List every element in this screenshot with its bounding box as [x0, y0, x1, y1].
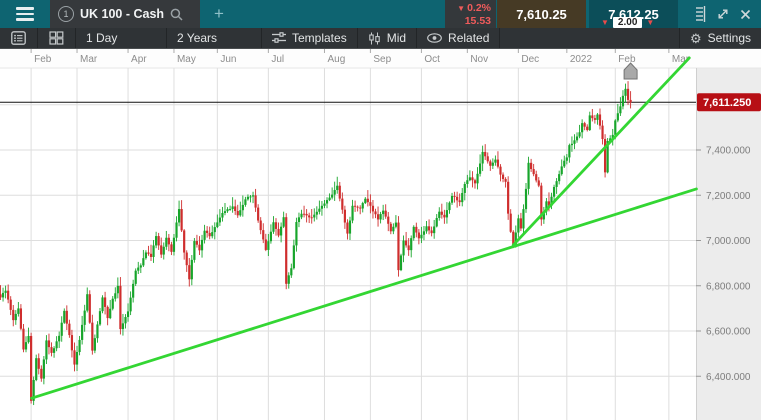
eye-icon — [427, 33, 442, 43]
gear-icon: ⚙ — [689, 30, 702, 46]
sell-button[interactable]: 7,610.25 — [497, 0, 586, 28]
templates-label: Templates — [292, 31, 347, 45]
spread-value: 2.00 — [612, 16, 643, 28]
svg-text:Jul: Jul — [271, 54, 284, 65]
watchlist-button[interactable] — [0, 28, 38, 48]
interval-label: 1 Day — [86, 31, 118, 45]
svg-text:Jun: Jun — [220, 54, 236, 65]
svg-text:7,000.000: 7,000.000 — [706, 236, 751, 247]
svg-text:7,611.250: 7,611.250 — [703, 97, 751, 109]
related-button[interactable]: Related — [417, 28, 501, 48]
change-down-arrow-icon: ▼ — [457, 3, 466, 13]
range-dropdown[interactable]: 2 Years — [167, 28, 262, 48]
tab-number-badge: 1 — [58, 6, 74, 22]
settings-label: Settings — [707, 31, 751, 45]
y-axis-labels: 7,400.000 7,200.000 7,000.000 6,800.000 6,60… — [696, 146, 751, 383]
svg-text:Oct: Oct — [424, 54, 440, 65]
svg-text:Mar: Mar — [80, 54, 98, 65]
price-type-dropdown[interactable]: Mid — [358, 28, 418, 48]
list-icon — [11, 31, 26, 45]
instrument-tab[interactable]: 1 UK 100 - Cash — [50, 0, 200, 28]
sliders-icon — [272, 32, 286, 43]
svg-text:7,200.000: 7,200.000 — [706, 191, 751, 202]
candlestick-chart[interactable]: Feb Mar Apr May Jun Jul Aug Sep Oct Nov Dec 2022 Feb… — [0, 49, 761, 420]
buy-tick-down-icon: ▼ — [646, 17, 655, 27]
svg-text:7,400.000: 7,400.000 — [706, 146, 751, 157]
event-marker-icon[interactable] — [623, 62, 638, 80]
svg-text:6,400.000: 6,400.000 — [706, 372, 751, 383]
x-axis-strip[interactable] — [0, 49, 761, 68]
svg-text:6,600.000: 6,600.000 — [706, 327, 751, 338]
header-bar: 1 UK 100 - Cash + ▼ 0.2% 15.53 7,610.25 7… — [0, 0, 761, 28]
layout-grid-button[interactable] — [38, 28, 76, 48]
price-type-label: Mid — [386, 31, 407, 45]
svg-text:Sep: Sep — [373, 54, 391, 65]
grid-icon — [49, 31, 64, 45]
expand-icon[interactable] — [716, 7, 730, 21]
sell-tick-down-icon: ▼ — [601, 17, 609, 27]
hamburger-icon — [16, 5, 34, 22]
svg-text:Aug: Aug — [327, 54, 345, 65]
main-menu-button[interactable] — [0, 0, 50, 28]
candlestick-icon — [368, 32, 380, 44]
trendlines[interactable] — [30, 56, 698, 400]
y-axis-strip[interactable] — [696, 68, 761, 420]
close-icon[interactable] — [739, 8, 752, 21]
x-axis-labels: Feb Mar Apr May Jun Jul Aug Sep Oct Nov Dec 2022 Feb… — [30, 49, 690, 65]
range-label: 2 Years — [177, 31, 218, 45]
chart-toolbar: 1 Day 2 Years Templates Mid Related ⚙ Se… — [0, 28, 761, 49]
price-change-display: ▼ 0.2% 15.53 — [445, 0, 496, 28]
window-controls — [678, 0, 761, 28]
svg-text:May: May — [177, 54, 196, 65]
instrument-title: UK 100 - Cash — [80, 7, 165, 21]
related-label: Related — [448, 31, 490, 45]
svg-text:2022: 2022 — [570, 54, 593, 65]
gridlines — [0, 68, 696, 420]
svg-text:Apr: Apr — [131, 54, 147, 65]
settings-button[interactable]: ⚙ Settings — [678, 28, 761, 48]
current-price-tag: 7,611.250 — [697, 93, 761, 112]
svg-text:6,800.000: 6,800.000 — [706, 281, 751, 292]
chart-area[interactable]: Feb Mar Apr May Jun Jul Aug Sep Oct Nov Dec 2022 Feb… — [0, 49, 761, 420]
svg-text:Dec: Dec — [521, 54, 539, 65]
svg-text:Mar: Mar — [672, 54, 690, 65]
svg-text:Nov: Nov — [470, 54, 488, 65]
templates-button[interactable]: Templates — [262, 28, 358, 48]
change-percent: 0.2% — [467, 1, 491, 14]
search-icon[interactable] — [170, 8, 183, 21]
candles — [0, 81, 632, 406]
svg-text:Feb: Feb — [34, 54, 52, 65]
svg-text:Feb: Feb — [618, 54, 636, 65]
spread-display: ▼ 2.00 ▼ — [601, 16, 654, 28]
add-chart-button[interactable]: + — [214, 4, 224, 23]
change-points: 15.53 — [464, 14, 491, 27]
price-ladder-icon[interactable] — [694, 5, 707, 23]
interval-dropdown[interactable]: 1 Day — [76, 28, 167, 48]
